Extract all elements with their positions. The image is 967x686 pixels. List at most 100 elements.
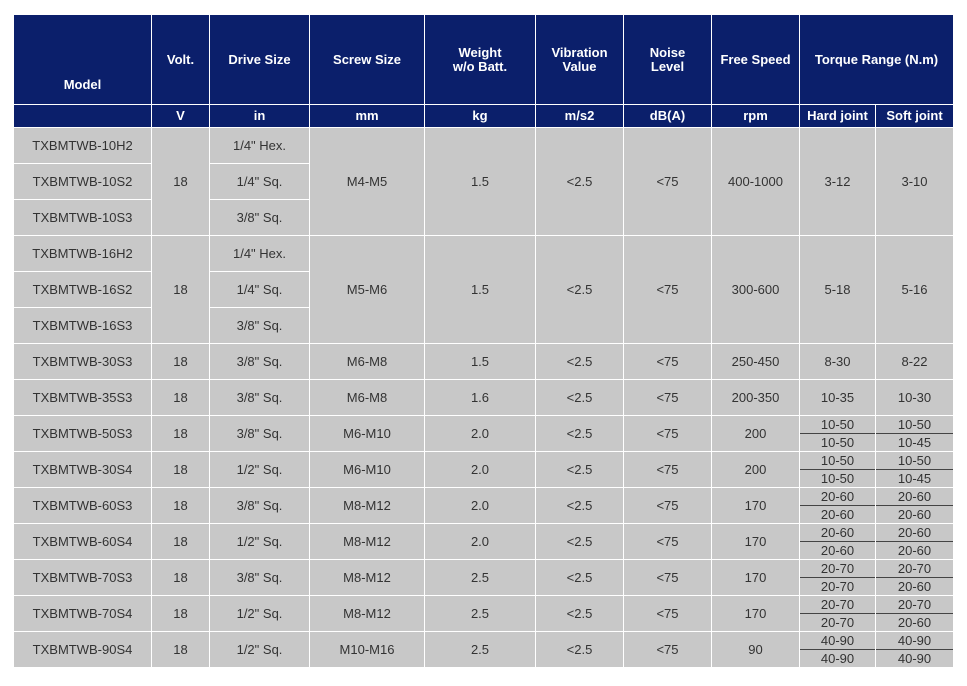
soft-joint-cell: 10-50 10-45 bbox=[874, 451, 955, 488]
hard-joint-value: 10-50 bbox=[820, 435, 855, 450]
free-speed-cell: 200 bbox=[711, 415, 800, 452]
drive-size-cell: 1/4" Sq. bbox=[209, 271, 310, 308]
free-speed-cell: 400-1000 bbox=[711, 127, 800, 236]
weight-cell: 1.5 bbox=[424, 343, 536, 380]
table-row: TXBMTWB-16S3 3/8" Sq. bbox=[13, 307, 954, 344]
model-cell: TXBMTWB-60S3 bbox=[13, 487, 152, 524]
vibration-cell: <2.5 bbox=[535, 631, 624, 668]
hard-joint-value: 10-50 bbox=[820, 471, 855, 486]
soft-joint-cell: 3-10 bbox=[874, 127, 955, 236]
hard-joint-cell: 20-70 20-70 bbox=[799, 559, 876, 596]
unit-soft-joint: Soft joint bbox=[874, 104, 955, 128]
drive-size-cell: 1/2" Sq. bbox=[209, 523, 310, 560]
header-noise-line1: Noise bbox=[649, 44, 686, 60]
drive-size-cell: 3/8" Sq. bbox=[209, 379, 310, 416]
volt-cell: 18 bbox=[151, 631, 210, 668]
unit-free-speed: rpm bbox=[711, 104, 800, 128]
unit-drive-size: in bbox=[209, 104, 310, 128]
weight-cell: 2.5 bbox=[424, 631, 536, 668]
volt-cell: 18 bbox=[151, 415, 210, 452]
soft-joint-value: 20-60 bbox=[897, 579, 932, 594]
free-speed-cell: 250-450 bbox=[711, 343, 800, 380]
soft-joint-cell: 40-90 40-90 bbox=[874, 631, 955, 668]
header-weight: Weight w/o Batt. bbox=[424, 14, 536, 105]
soft-joint-cell: 10-50 10-45 bbox=[874, 415, 955, 452]
volt-cell: 18 bbox=[151, 451, 210, 488]
screw-size-cell: M6-M8 bbox=[309, 379, 425, 416]
spec-table: Model Volt. Drive Size Screw Size Weight… bbox=[13, 14, 955, 668]
soft-joint-value: 20-60 bbox=[897, 507, 932, 522]
noise-cell: <75 bbox=[623, 451, 712, 488]
screw-size-cell: M5-M6 bbox=[309, 235, 425, 344]
hard-joint-value: 20-70 bbox=[800, 596, 875, 614]
vibration-cell: <2.5 bbox=[535, 379, 624, 416]
hard-joint-cell: 20-60 20-60 bbox=[799, 523, 876, 560]
unit-noise: dB(A) bbox=[623, 104, 712, 128]
soft-joint-value: 10-50 bbox=[876, 416, 954, 434]
drive-size-cell: 1/4" Sq. bbox=[209, 163, 310, 200]
model-cell: TXBMTWB-70S3 bbox=[13, 559, 152, 596]
table-row: TXBMTWB-35S3 18 3/8" Sq. M6-M8 1.6 <2.5 … bbox=[13, 379, 955, 416]
noise-cell: <75 bbox=[623, 595, 712, 632]
volt-cell: 18 bbox=[151, 379, 210, 416]
table-body: TXBMTWB-10H2 18 1/4" Hex. M4-M5 1.5 <2.5… bbox=[13, 127, 955, 416]
drive-size-cell: 1/2" Sq. bbox=[209, 595, 310, 632]
soft-joint-value: 10-50 bbox=[876, 452, 954, 470]
header-vibration-line2: Value bbox=[562, 58, 597, 74]
hard-joint-split: 20-60 20-60 bbox=[800, 488, 875, 523]
soft-joint-split: 10-50 10-45 bbox=[876, 452, 954, 487]
screw-size-cell: M8-M12 bbox=[309, 523, 425, 560]
hard-joint-value: 20-60 bbox=[820, 507, 855, 522]
hard-joint-cell: 20-70 20-70 bbox=[799, 595, 876, 632]
model-cell: TXBMTWB-70S4 bbox=[13, 595, 152, 632]
header-vibration-line1: Vibration bbox=[551, 44, 608, 60]
hard-joint-split: 20-70 20-70 bbox=[800, 596, 875, 631]
hard-joint-cell: 20-60 20-60 bbox=[799, 487, 876, 524]
vibration-cell: <2.5 bbox=[535, 595, 624, 632]
header-drive-size: Drive Size bbox=[209, 14, 310, 105]
unit-volt: V bbox=[151, 104, 210, 128]
volt-cell: 18 bbox=[151, 235, 210, 344]
model-cell: TXBMTWB-90S4 bbox=[13, 631, 152, 668]
screw-size-cell: M8-M12 bbox=[309, 487, 425, 524]
noise-cell: <75 bbox=[623, 487, 712, 524]
weight-cell: 2.0 bbox=[424, 487, 536, 524]
hard-joint-cell: 10-50 10-50 bbox=[799, 415, 876, 452]
soft-joint-cell: 20-60 20-60 bbox=[874, 523, 955, 560]
free-speed-cell: 170 bbox=[711, 595, 800, 632]
unit-hard-joint: Hard joint bbox=[799, 104, 876, 128]
soft-joint-split: 20-60 20-60 bbox=[876, 524, 954, 559]
soft-joint-value: 10-45 bbox=[897, 435, 932, 450]
header-noise-line2: Level bbox=[650, 58, 685, 74]
header-volt: Volt. bbox=[151, 14, 210, 105]
model-cell: TXBMTWB-30S4 bbox=[13, 451, 152, 488]
unit-screw-size: mm bbox=[309, 104, 425, 128]
drive-size-cell: 1/4" Hex. bbox=[209, 127, 310, 164]
noise-cell: <75 bbox=[623, 379, 712, 416]
hard-joint-value: 20-60 bbox=[800, 524, 875, 542]
noise-cell: <75 bbox=[623, 127, 712, 236]
noise-cell: <75 bbox=[623, 415, 712, 452]
unit-vibration: m/s2 bbox=[535, 104, 624, 128]
header-weight-line1: Weight bbox=[458, 44, 502, 60]
hard-joint-value: 40-90 bbox=[800, 632, 875, 650]
hard-joint-value: 10-50 bbox=[800, 416, 875, 434]
model-cell: TXBMTWB-35S3 bbox=[13, 379, 152, 416]
hard-joint-value: 20-70 bbox=[820, 579, 855, 594]
weight-cell: 2.0 bbox=[424, 451, 536, 488]
hard-joint-split: 20-70 20-70 bbox=[800, 560, 875, 595]
table-row: TXBMTWB-16S2 1/4" Sq. bbox=[13, 271, 954, 308]
table-row: TXBMTWB-10H2 18 1/4" Hex. M4-M5 1.5 <2.5… bbox=[13, 127, 955, 236]
soft-joint-cell: 20-70 20-60 bbox=[874, 559, 955, 596]
model-cell: TXBMTWB-30S3 bbox=[13, 343, 152, 380]
soft-joint-value: 40-90 bbox=[876, 632, 954, 650]
unit-weight: kg bbox=[424, 104, 536, 128]
hard-joint-value: 40-90 bbox=[820, 651, 855, 666]
volt-cell: 18 bbox=[151, 523, 210, 560]
hard-joint-value: 20-70 bbox=[820, 615, 855, 630]
hard-joint-cell: 10-35 bbox=[799, 379, 876, 416]
screw-size-cell: M8-M12 bbox=[309, 595, 425, 632]
model-cell: TXBMTWB-60S4 bbox=[13, 523, 152, 560]
hard-joint-value: 20-70 bbox=[800, 560, 875, 578]
soft-joint-cell: 20-60 20-60 bbox=[874, 487, 955, 524]
